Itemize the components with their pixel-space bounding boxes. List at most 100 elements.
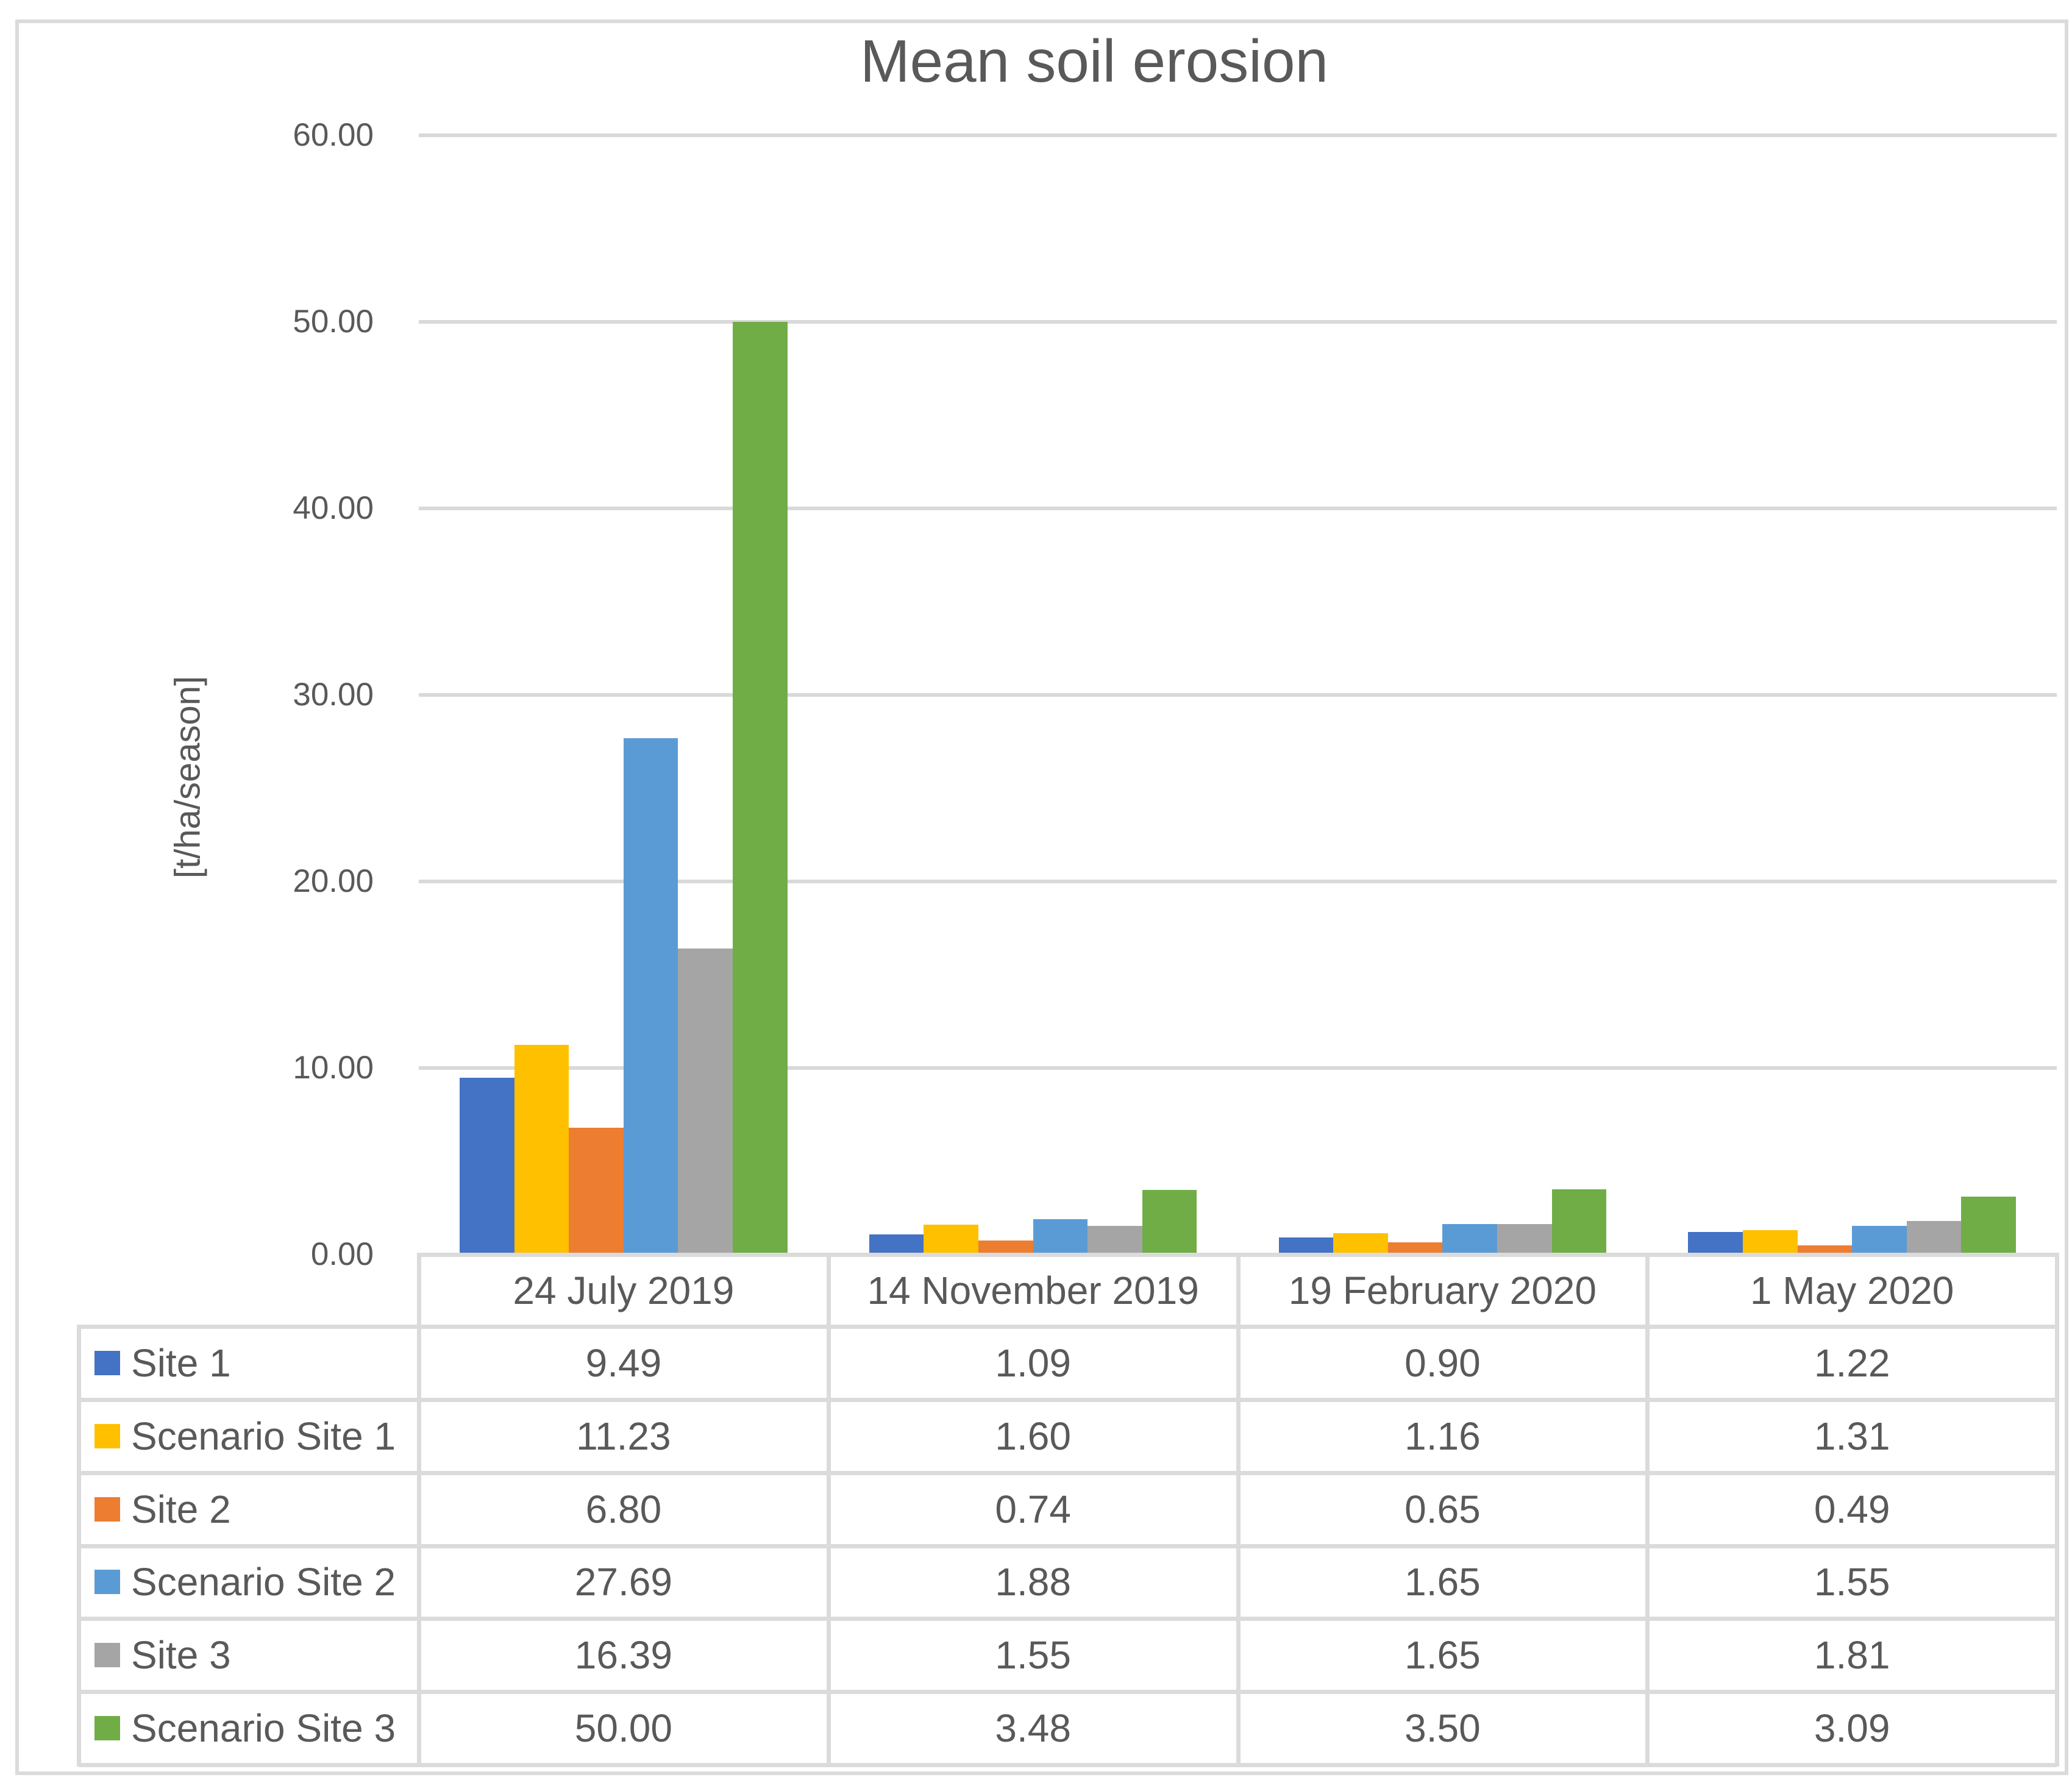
legend-cell: Scenario Site 3: [79, 1692, 419, 1765]
gridline: [419, 507, 2057, 510]
table-cell: 16.39: [574, 1633, 672, 1678]
plot-area: [419, 135, 2057, 1253]
legend-label: Scenario Site 1: [131, 1414, 396, 1458]
bar: [460, 1077, 514, 1253]
gridline: [419, 1066, 2057, 1070]
table-row-border: [79, 1470, 2057, 1475]
category-header: 1 May 2020: [1750, 1269, 1954, 1312]
legend-swatch: [94, 1716, 120, 1741]
legend-label: Site 1: [131, 1340, 231, 1385]
bar: [978, 1241, 1033, 1253]
table-row-border: [79, 1543, 2057, 1548]
table-col-border: [77, 1325, 81, 1767]
table-cell: 1.09: [995, 1340, 1071, 1385]
table-cell: 50.00: [574, 1706, 672, 1751]
table-cell: 3.48: [995, 1706, 1071, 1751]
legend-swatch: [94, 1643, 120, 1668]
table-cell: 1.65: [1404, 1560, 1481, 1604]
category-header: 19 February 2020: [1288, 1269, 1597, 1312]
bar: [1961, 1197, 2016, 1253]
y-tick-label: 60.00: [293, 117, 374, 153]
legend-label: Scenario Site 2: [131, 1560, 396, 1604]
table-cell: 1.60: [995, 1414, 1071, 1458]
category-header: 24 July 2019: [513, 1269, 735, 1312]
legend-label: Scenario Site 3: [131, 1706, 396, 1751]
table-col-border: [417, 1253, 421, 1767]
bar: [1088, 1225, 1142, 1253]
legend-swatch: [94, 1570, 120, 1595]
table-cell: 9.49: [585, 1340, 662, 1385]
table-cell: 0.49: [1814, 1487, 1890, 1531]
category-header: 14 November 2019: [867, 1269, 1199, 1312]
table-cell: 3.50: [1404, 1706, 1481, 1751]
table-cell: 1.16: [1404, 1414, 1481, 1458]
chart-title: Mean soil erosion: [860, 27, 1329, 94]
bar: [1387, 1242, 1443, 1253]
table-cell: 27.69: [574, 1560, 672, 1604]
y-tick-label: 20.00: [293, 863, 374, 899]
table-cell: 1.88: [995, 1560, 1071, 1604]
legend-swatch: [94, 1497, 120, 1522]
bar: [1742, 1230, 1798, 1253]
table-cell: 1.81: [1814, 1633, 1890, 1678]
bar: [1688, 1231, 1743, 1253]
table-cell: 1.55: [1814, 1560, 1890, 1604]
bar: [924, 1225, 979, 1253]
bar: [1442, 1223, 1497, 1253]
table-row-border: [79, 1690, 2057, 1695]
bar: [1906, 1220, 1962, 1253]
legend-cell: Site 3: [79, 1618, 419, 1692]
y-tick-label: 40.00: [293, 490, 374, 526]
gridline: [419, 134, 2057, 137]
legend-cell: Scenario Site 2: [79, 1546, 419, 1619]
table-cell: 11.23: [576, 1414, 671, 1458]
bar: [1333, 1233, 1388, 1253]
legend-cell: Site 1: [79, 1326, 419, 1400]
y-tick-label: 0.00: [310, 1236, 374, 1272]
table-cell: 1.31: [1814, 1414, 1890, 1458]
bar: [1497, 1223, 1552, 1253]
bar: [1797, 1245, 1853, 1253]
bar: [733, 322, 788, 1253]
bar: [1852, 1225, 1907, 1253]
legend-label: Site 2: [131, 1487, 231, 1531]
y-tick-label: 10.00: [293, 1050, 374, 1086]
gridline: [419, 320, 2057, 324]
legend-cell: Scenario Site 1: [79, 1400, 419, 1473]
table-col-border: [1645, 1253, 1650, 1767]
table-row-border: [79, 1617, 2057, 1622]
chart-object-border: [15, 20, 2068, 1775]
bar: [1278, 1237, 1334, 1253]
table-cell: 3.09: [1814, 1706, 1890, 1751]
bar: [514, 1045, 569, 1253]
table-cell: 0.90: [1404, 1340, 1481, 1385]
table-col-border: [2055, 1253, 2059, 1767]
legend-cell: Site 2: [79, 1473, 419, 1546]
y-axis-title: [t/ha/season]: [168, 675, 208, 879]
bar: [1033, 1219, 1088, 1253]
table-row-border: [79, 1763, 2057, 1767]
bar: [1551, 1189, 1607, 1253]
table-col-border: [1236, 1253, 1241, 1767]
table-cell: 0.65: [1404, 1487, 1481, 1531]
legend-swatch: [94, 1423, 120, 1448]
table-row-border: [79, 1397, 2057, 1402]
table-cell: 1.55: [995, 1633, 1071, 1678]
table-col-border: [826, 1253, 831, 1767]
table-cell: 6.80: [585, 1487, 662, 1531]
bar: [569, 1127, 624, 1253]
gridline: [419, 880, 2057, 883]
y-tick-label: 50.00: [293, 304, 374, 340]
legend-label: Site 3: [131, 1633, 231, 1678]
gridline: [419, 693, 2057, 697]
bar: [869, 1234, 924, 1253]
table-cell: 1.22: [1814, 1340, 1890, 1385]
bar: [623, 738, 678, 1253]
bar: [678, 949, 733, 1253]
table-cell: 1.65: [1404, 1633, 1481, 1678]
bar: [1142, 1189, 1197, 1253]
table-row-border: [79, 1325, 2057, 1329]
y-tick-label: 30.00: [293, 677, 374, 713]
table-cell: 0.74: [995, 1487, 1071, 1531]
